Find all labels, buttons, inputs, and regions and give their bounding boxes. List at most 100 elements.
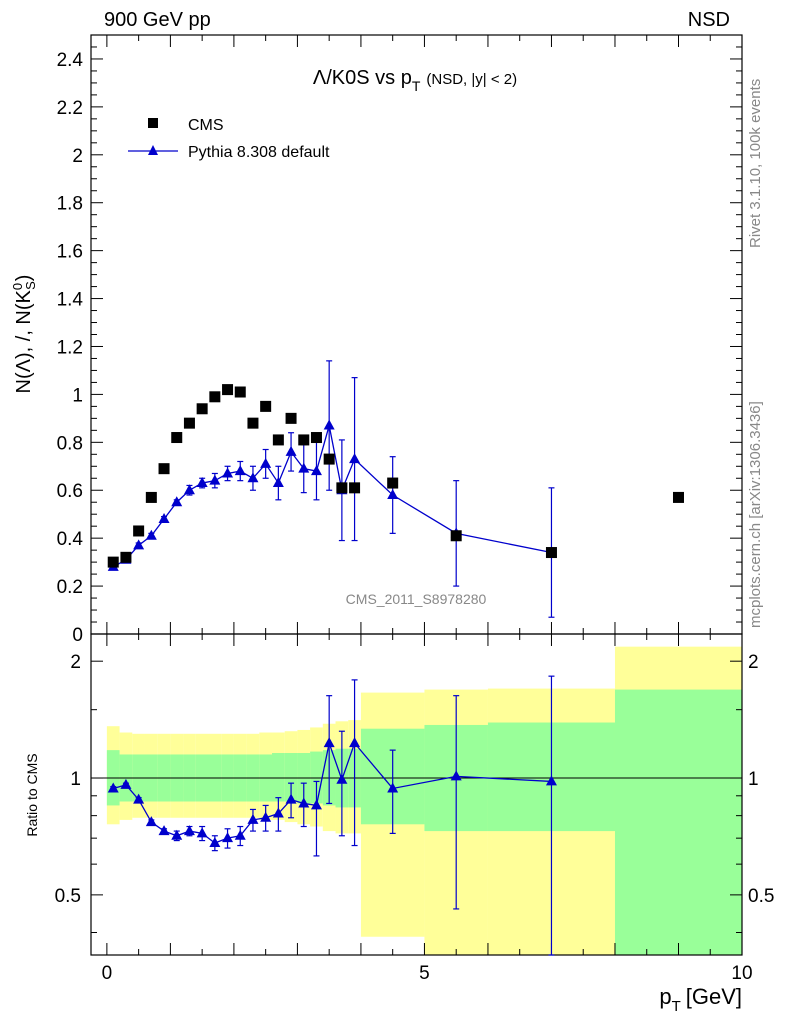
cms-point <box>323 453 335 465</box>
ratio-point <box>310 799 322 810</box>
header-right: NSD <box>688 9 730 31</box>
pythia-point <box>171 496 183 507</box>
ratio-point <box>234 829 246 840</box>
cms-point <box>209 391 221 403</box>
stat-band-green <box>284 753 298 802</box>
ratio-point <box>183 825 195 836</box>
legend-cms-marker <box>148 118 158 128</box>
y-tick-label: 2 <box>72 146 83 167</box>
y-tick-label: 0.2 <box>57 577 83 598</box>
ratio-point <box>171 829 183 840</box>
ratio-point <box>158 825 170 836</box>
cms-point <box>545 547 557 559</box>
plot-title-extra: (NSD, |y| < 2) <box>426 71 517 88</box>
cms-point <box>260 400 272 412</box>
cms-point <box>272 434 284 446</box>
y-tick-label: 2.4 <box>57 50 84 71</box>
pythia-point <box>247 472 259 483</box>
pythia-point <box>323 419 335 430</box>
plot-title-main: Λ/K0S vs p <box>313 67 412 89</box>
x-tick-label: 5 <box>419 963 430 984</box>
pythia-point <box>298 462 310 473</box>
ratio-frame <box>90 633 743 956</box>
y-tick-label: 1 <box>72 385 83 406</box>
y-tick-label: 1.8 <box>57 194 83 215</box>
y-tick-label: 0 <box>72 625 83 646</box>
cms-point <box>183 417 195 429</box>
y-tick-label: 2.2 <box>57 98 83 119</box>
pythia-point <box>145 529 157 540</box>
cms-point <box>234 386 246 398</box>
ratio-point <box>120 778 132 789</box>
y-tick-label: 1.4 <box>57 290 84 311</box>
x-axis-label-sub: T <box>672 998 681 1015</box>
ratio-point <box>272 807 284 818</box>
stat-band-green <box>614 689 742 955</box>
ratio-plot-area: 0 5 10 0.5 0.5 1 1 2 2 <box>55 633 774 984</box>
ratio-point <box>387 782 399 793</box>
ratio-point <box>323 737 335 748</box>
legend-cms-label: CMS <box>188 117 224 134</box>
pythia-point <box>387 489 399 500</box>
main-plot-area: 0 0.2 0.4 0.6 0.8 1 1.2 1.4 1.6 1.8 2 2.2 2.4 <box>57 34 743 646</box>
ratio-y-tick-label: 2 <box>70 652 81 673</box>
ratio-ylabel: Ratio to CMS <box>24 753 40 836</box>
plot-title: Λ/K0S vs pT (NSD, |y| < 2) <box>313 67 517 94</box>
pythia-point <box>349 453 361 464</box>
cms-point <box>158 463 170 475</box>
ratio-point <box>209 837 221 848</box>
plot-title-sub: T <box>412 78 421 94</box>
y-tick-label: 1.2 <box>57 337 83 358</box>
x-axis-label: pT [GeV] <box>659 984 742 1015</box>
cms-point <box>145 491 157 503</box>
y-tick-label: 0.8 <box>57 433 83 454</box>
pythia-point <box>196 477 208 488</box>
rivet-label: Rivet 3.1.10, 100k events <box>747 79 764 248</box>
ratio-point <box>222 832 234 843</box>
cms-point <box>171 432 183 444</box>
y-tick-label: 0.4 <box>57 529 84 550</box>
ratio-point <box>349 737 361 748</box>
ratio-point <box>298 797 310 808</box>
y-tick-label: 0.6 <box>57 481 83 502</box>
ratio-point <box>260 811 272 822</box>
x-axis-label-main: p <box>659 984 671 1009</box>
ratio-point <box>285 793 297 804</box>
ratio-y-tick-label-right: 0.5 <box>748 886 774 907</box>
ratio-y-tick-label-right: 1 <box>748 769 759 790</box>
ratio-point <box>247 813 259 824</box>
header-left: 900 GeV pp <box>104 9 211 31</box>
cms-point <box>387 477 399 489</box>
ratio-point <box>336 773 348 784</box>
cms-point <box>672 491 684 503</box>
legend-pythia-marker <box>148 145 158 155</box>
x-tick-label: 0 <box>102 963 113 984</box>
ratio-point <box>145 816 157 827</box>
pythia-point <box>234 465 246 476</box>
analysis-watermark: CMS_2011_S8978280 <box>346 591 487 607</box>
x-axis-label-unit: [GeV] <box>686 984 742 1009</box>
ratio-y-tick-label-right: 2 <box>748 652 759 673</box>
x-tick-label: 10 <box>731 963 752 984</box>
stat-band-green <box>272 753 285 802</box>
legend-pythia-label: Pythia 8.308 default <box>188 144 330 161</box>
cms-point <box>450 530 462 542</box>
cms-point <box>285 412 297 424</box>
cms-point <box>247 417 259 429</box>
ratio-point <box>545 775 557 786</box>
pythia-point <box>260 457 272 468</box>
cms-point <box>298 434 310 446</box>
pythia-point <box>272 477 284 488</box>
ratio-y-tick-label: 0.5 <box>55 886 81 907</box>
ratio-point <box>133 793 145 804</box>
mcplots-label: mcplots.cern.ch [arXiv:1306.3436] <box>747 401 764 628</box>
ratio-point <box>196 827 208 838</box>
main-ylabel: N(Λ), /, N(K0S) <box>10 275 38 394</box>
pythia-point <box>209 474 221 485</box>
pythia-point <box>158 512 170 523</box>
pythia-point <box>183 484 195 495</box>
ratio-point <box>107 782 119 793</box>
y-tick-label: 1.6 <box>57 242 83 263</box>
pythia-point <box>133 539 145 550</box>
